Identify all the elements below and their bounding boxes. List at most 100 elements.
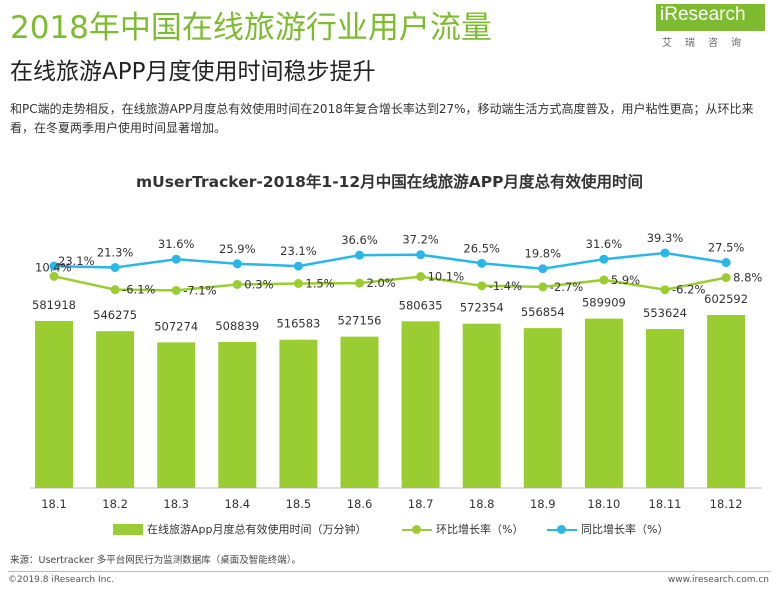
bar-value-label: 589909 [582,296,626,310]
mom-value-label: -2.7% [550,280,583,294]
x-tick-label: 18.7 [408,497,434,511]
x-tick-label: 18.5 [286,497,312,511]
yoy-point [171,254,181,264]
yoy-point [110,263,120,273]
yoy-value-label: 31.6% [158,237,195,251]
legend-swatch-bar [113,523,143,535]
bar-18.1 [35,320,73,488]
legend-swatch-mom-line [402,524,432,535]
x-tick-label: 18.6 [347,497,373,511]
x-tick-label: 18.12 [710,497,743,511]
bar-18.2 [96,331,135,488]
yoy-value-label: 26.5% [463,241,500,255]
mom-point [232,279,242,289]
bar-value-label: 556854 [521,305,565,319]
page-title: 2018年中国在线旅游行业用户流量 [10,10,492,46]
x-tick-label: 18.8 [469,497,495,511]
mom-point [660,285,670,295]
yoy-value-label: 37.2% [402,233,439,247]
bar-value-label: 581918 [32,298,76,312]
yoy-point [721,258,731,268]
yoy-point [49,261,59,271]
yoy-value-label: 36.6% [341,233,378,247]
mom-value-label: 1.5% [305,277,334,291]
x-tick-label: 18.9 [530,497,556,511]
yoy-value-label: 23.1% [58,254,95,268]
x-tick-label: 18.1 [41,497,67,511]
chart-title: mUserTracker-2018年1-12月中国在线旅游APP月度总有效使用时… [136,173,643,191]
mom-value-label: -6.2% [672,283,705,297]
yoy-value-label: 23.1% [280,244,317,258]
bar-18.3 [157,342,196,488]
yoy-value-label: 27.5% [708,241,745,255]
mom-point [355,278,364,288]
bar-18.9 [523,328,562,488]
mom-value-label: -6.1% [122,283,155,297]
bar-18.8 [462,323,501,488]
mom-point [599,275,609,285]
mom-point [721,273,731,283]
mom-value-label: 10.4% [35,260,72,274]
bar-18.6 [340,336,379,488]
mom-line [53,275,727,292]
yoy-point [538,264,548,274]
yoy-value-label: 21.3% [97,246,134,260]
mom-point [110,285,120,295]
x-tick-label: 18.3 [163,497,189,511]
yoy-value-label: 25.9% [219,242,256,256]
x-tick-label: 18.10 [587,497,620,511]
yoy-point [293,261,303,271]
x-tick-label: 18.11 [649,497,682,511]
mom-value-label: 8.8% [733,271,762,285]
mom-point [171,285,181,295]
source-note: 来源：Usertracker 多平台网民行为监测数据库（桌面及智能终端）。 [10,555,302,566]
legend-item-mom: 环比增长率（%） [402,521,523,537]
bar-value-label: 507274 [154,319,198,333]
yoy-point [355,250,364,260]
bar-18.5 [279,339,318,488]
yoy-line [53,251,727,270]
yoy-value-label: 31.6% [586,237,623,251]
bar-18.11 [646,329,684,488]
legend-swatch-yoy-line [547,524,577,535]
mom-value-label: -1.4% [489,279,522,293]
logo-chinese-name: 艾瑞咨询 [662,38,754,49]
logo-word: iResearch [660,4,746,25]
bar-value-label: 580635 [399,298,443,312]
website-text: www.iresearch.com.cn [667,575,769,585]
bar-18.10 [584,318,623,488]
legend-label-usage-time: 在线旅游App月度总有效使用时间（万分钟） [147,523,367,536]
mom-value-label: 2.0% [367,276,396,290]
legend-item-usage-time: 在线旅游App月度总有效使用时间（万分钟） [113,521,367,537]
yoy-value-label: 39.3% [647,231,684,245]
mom-point [416,272,426,282]
description-text: 和PC端的走势相反，在线旅游APP月度总有效使用时间在2018年复合增长率达到2… [10,102,754,135]
mom-value-label: 0.3% [244,277,273,291]
x-tick-label: 18.2 [102,497,128,511]
footer-divider [8,571,771,572]
legend-label-mom: 环比增长率（%） [436,523,524,536]
iresearch-logo: iResearch 艾瑞咨询 [656,4,771,49]
bar-value-label: 546275 [93,308,137,322]
copyright-text: ©2019.8 iResearch Inc. [8,575,115,585]
bar-value-label: 527156 [338,314,382,328]
yoy-point [416,250,426,260]
bar-value-label: 553624 [643,306,687,320]
bar-18.4 [218,341,257,488]
mom-point [538,282,548,292]
legend-item-yoy: 同比增长率（%） [547,521,668,537]
yoy-point [599,254,609,264]
legend-label-yoy: 同比增长率（%） [581,523,669,536]
yoy-value-label: 19.8% [525,247,562,261]
bar-value-label: 516583 [276,317,320,331]
mom-point [49,271,59,281]
mom-point [477,281,487,291]
bar-value-label: 572354 [460,301,504,315]
x-tick-label: 18.4 [224,497,250,511]
bar-18.7 [401,321,440,488]
bar-value-label: 602592 [704,292,748,306]
bar-value-label: 508839 [215,319,259,333]
yoy-point [660,248,670,258]
bar-18.12 [707,315,746,488]
